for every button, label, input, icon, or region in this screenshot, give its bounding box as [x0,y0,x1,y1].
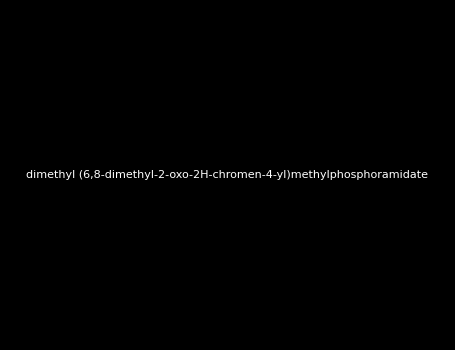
Text: dimethyl (6,8-dimethyl-2-oxo-2H-chromen-4-yl)methylphosphoramidate: dimethyl (6,8-dimethyl-2-oxo-2H-chromen-… [26,170,428,180]
